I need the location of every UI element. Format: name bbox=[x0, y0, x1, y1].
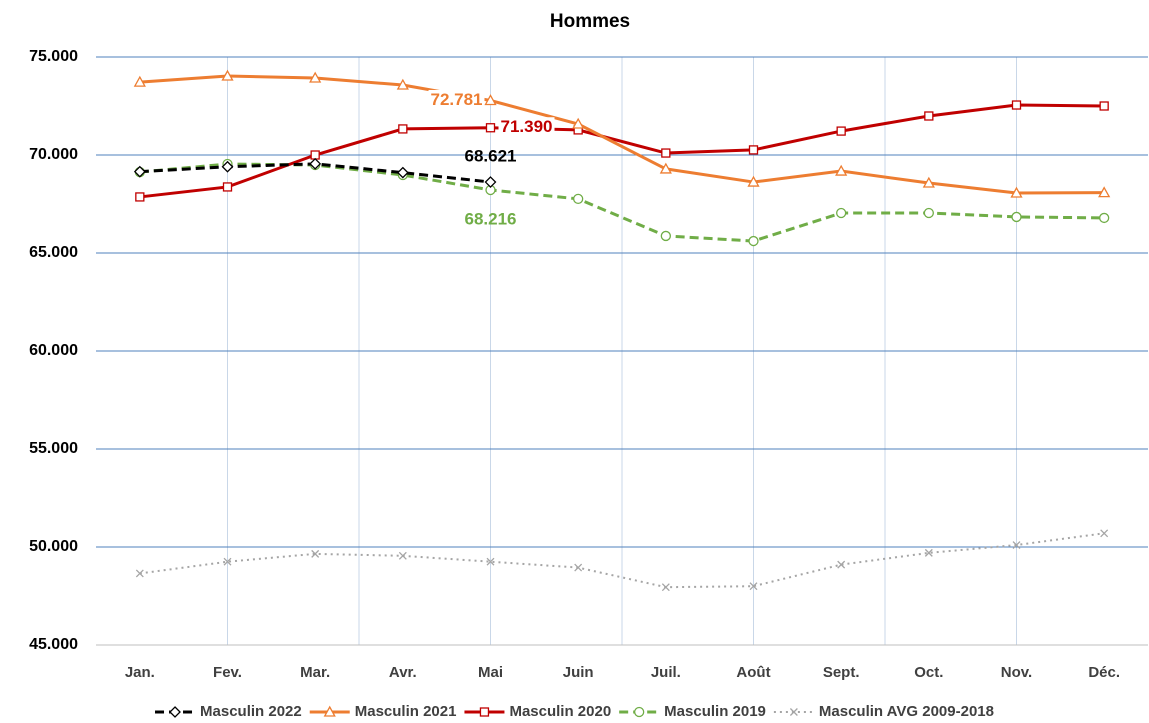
x-tick-label: Déc. bbox=[1088, 664, 1120, 681]
y-tick-label: 70.000 bbox=[29, 146, 78, 163]
point-marker bbox=[661, 148, 671, 158]
point-marker bbox=[924, 111, 934, 121]
legend-marker bbox=[789, 708, 798, 716]
x-tick-label: Oct. bbox=[914, 664, 943, 681]
data-label: 71.390 bbox=[501, 117, 553, 136]
legend-item: Masculin 2020 bbox=[464, 703, 611, 720]
point-marker bbox=[398, 124, 408, 134]
point-marker bbox=[310, 150, 320, 160]
x-tick-label: Août bbox=[736, 664, 770, 681]
point-marker bbox=[573, 193, 584, 205]
legend-label: Masculin 2021 bbox=[355, 703, 457, 720]
point-marker bbox=[398, 551, 407, 560]
x-tick-label: Avr. bbox=[389, 664, 417, 681]
x-tick-label: Mar. bbox=[300, 664, 330, 681]
legend-marker bbox=[479, 707, 490, 717]
point-marker bbox=[133, 165, 146, 178]
point-marker bbox=[836, 207, 847, 219]
legend: Masculin 2022 Masculin 2021 Masculin 2020 M… bbox=[155, 703, 994, 720]
point-marker bbox=[396, 166, 409, 179]
point-marker bbox=[1011, 211, 1022, 223]
point-marker bbox=[309, 71, 322, 83]
x-tick-label: Juin bbox=[563, 664, 594, 681]
x-tick-label: Juil. bbox=[651, 664, 681, 681]
point-marker bbox=[661, 583, 670, 592]
data-label: 68.216 bbox=[465, 209, 517, 228]
point-marker bbox=[223, 557, 232, 566]
legend-item: Masculin 2021 bbox=[309, 703, 457, 720]
point-marker bbox=[135, 569, 144, 578]
point-marker bbox=[923, 207, 934, 219]
point-marker bbox=[221, 160, 234, 173]
point-marker bbox=[659, 162, 672, 174]
y-tick-label: 55.000 bbox=[29, 440, 78, 457]
legend-marker bbox=[323, 705, 336, 717]
y-tick-label: 60.000 bbox=[29, 342, 78, 359]
y-tick-label: 65.000 bbox=[29, 244, 78, 261]
data-label-bg bbox=[498, 117, 555, 137]
point-marker bbox=[221, 69, 234, 81]
point-marker bbox=[836, 126, 846, 136]
point-marker bbox=[572, 117, 585, 129]
legend-label: Masculin AVG 2009-2018 bbox=[819, 703, 994, 720]
legend-item: Masculin AVG 2009-2018 bbox=[773, 703, 994, 720]
y-tick-label: 45.000 bbox=[29, 636, 78, 653]
legend-label: Masculin 2020 bbox=[509, 703, 611, 720]
legend-marker bbox=[169, 706, 181, 718]
legend-label: Masculin 2019 bbox=[664, 703, 766, 720]
x-tick-label: Sept. bbox=[823, 664, 860, 681]
data-label: 68.621 bbox=[465, 147, 517, 166]
point-marker bbox=[1011, 100, 1022, 110]
point-marker bbox=[749, 582, 758, 591]
point-marker bbox=[837, 560, 846, 569]
point-marker bbox=[747, 175, 760, 187]
point-marker bbox=[660, 230, 671, 242]
point-marker bbox=[574, 563, 583, 572]
y-tick-label: 50.000 bbox=[29, 538, 78, 555]
point-marker bbox=[748, 145, 759, 155]
x-tick-label: Mai bbox=[478, 664, 503, 681]
legend-label: Masculin 2022 bbox=[200, 703, 302, 720]
point-marker bbox=[835, 164, 848, 176]
point-marker bbox=[1012, 541, 1021, 549]
point-marker bbox=[311, 549, 320, 558]
point-marker bbox=[1100, 529, 1109, 538]
point-marker bbox=[924, 548, 933, 557]
point-marker bbox=[1098, 186, 1111, 198]
point-marker bbox=[748, 235, 759, 247]
point-marker bbox=[484, 94, 497, 106]
x-tick-label: Fev. bbox=[213, 664, 242, 681]
legend-item: Masculin 2019 bbox=[619, 703, 766, 720]
point-marker bbox=[133, 75, 146, 87]
point-marker bbox=[484, 176, 497, 188]
point-marker bbox=[1010, 186, 1023, 198]
point-marker bbox=[486, 557, 495, 566]
point-marker bbox=[309, 157, 322, 170]
series-line bbox=[139, 74, 1105, 195]
point-marker bbox=[1099, 212, 1110, 224]
point-marker bbox=[1099, 101, 1109, 111]
legend-marker bbox=[634, 706, 645, 718]
x-tick-label: Jan. bbox=[125, 664, 155, 681]
data-label-bg bbox=[428, 89, 485, 109]
series-line bbox=[139, 103, 1105, 199]
point-marker bbox=[222, 182, 233, 192]
point-marker bbox=[922, 176, 935, 188]
point-marker bbox=[485, 123, 496, 133]
y-tick-label: 75.000 bbox=[29, 48, 78, 65]
data-label: 72.781 bbox=[431, 90, 483, 109]
series-line bbox=[139, 532, 1105, 589]
legend-item: Masculin 2022 bbox=[155, 703, 302, 720]
x-tick-label: Nov. bbox=[1001, 664, 1032, 681]
point-marker bbox=[135, 192, 145, 202]
chart-title: Hommes bbox=[550, 11, 630, 32]
point-marker bbox=[396, 78, 409, 90]
